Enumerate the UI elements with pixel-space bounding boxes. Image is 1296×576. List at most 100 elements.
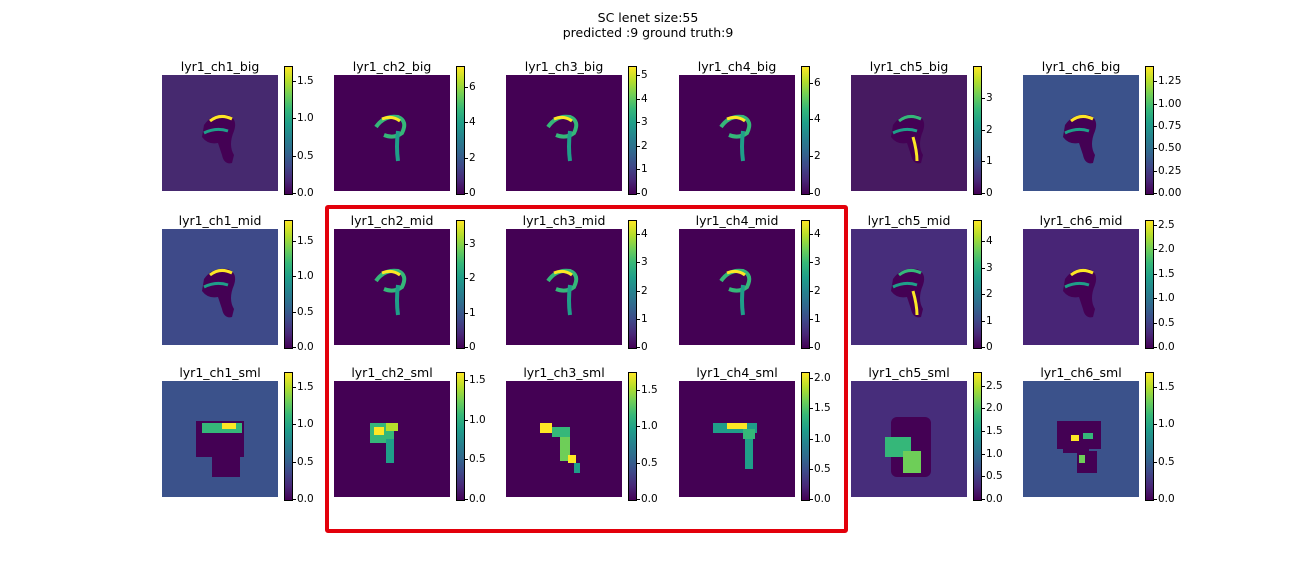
colorbar bbox=[973, 220, 982, 349]
panel-title: lyr1_ch3_big bbox=[524, 59, 604, 74]
figure-title-line2: predicted :9 ground truth:9 bbox=[562, 25, 734, 40]
heatmap-image bbox=[679, 229, 795, 345]
colorbar-tick-label: 2 bbox=[982, 123, 993, 136]
colorbar-tick-label: 2 bbox=[982, 288, 993, 301]
colorbar-tick-label: 0.00 bbox=[1153, 187, 1182, 199]
colorbar-tick-label: 2.0 bbox=[810, 372, 831, 385]
colorbar-tick-label: 0 bbox=[810, 341, 821, 353]
colorbar bbox=[284, 220, 293, 349]
heatmap-image bbox=[334, 381, 450, 497]
panel-title: lyr1_ch1_mid bbox=[178, 213, 262, 228]
colorbar bbox=[973, 372, 982, 501]
colorbar-tick-label: 2.5 bbox=[982, 379, 1003, 392]
colorbar-tick-label: 3 bbox=[637, 116, 648, 129]
colorbar-tick-label: 1.5 bbox=[293, 74, 314, 87]
colorbar-tick-label: 0 bbox=[637, 341, 648, 353]
colorbar bbox=[628, 66, 637, 195]
colorbar-tick-label: 4 bbox=[810, 228, 821, 241]
colorbar-tick-label: 0 bbox=[982, 341, 993, 353]
colorbar bbox=[1145, 220, 1154, 349]
colorbar bbox=[284, 372, 293, 501]
colorbar-tick-label: 3 bbox=[810, 256, 821, 269]
colorbar-tick-label: 0.0 bbox=[293, 187, 314, 199]
colorbar-tick-label: 1.0 bbox=[1154, 292, 1175, 305]
colorbar-tick-label: 1.5 bbox=[1154, 267, 1175, 280]
heatmap-image bbox=[162, 75, 278, 191]
heatmap-image bbox=[1023, 381, 1139, 497]
figure-title-line1: SC lenet size:55 bbox=[597, 10, 699, 25]
colorbar-tick-label: 1 bbox=[637, 312, 648, 325]
panel-title: lyr1_ch5_sml bbox=[868, 365, 950, 380]
panel-title: lyr1_ch5_big bbox=[869, 59, 949, 74]
colorbar bbox=[1145, 372, 1154, 501]
colorbar-tick-label: 0 bbox=[810, 187, 821, 199]
colorbar-tick-label: 0 bbox=[465, 187, 476, 199]
colorbar bbox=[801, 66, 810, 195]
panel-title: lyr1_ch1_big bbox=[180, 59, 260, 74]
colorbar-tick-label: 0.5 bbox=[293, 149, 314, 162]
figure-title: SC lenet size:55 predicted :9 ground tru… bbox=[0, 10, 1296, 40]
colorbar-tick-label: 0.0 bbox=[465, 493, 486, 505]
colorbar bbox=[456, 66, 465, 195]
panel-title: lyr1_ch1_sml bbox=[179, 365, 261, 380]
colorbar bbox=[801, 220, 810, 349]
colorbar-tick-label: 0.5 bbox=[982, 470, 1003, 483]
panel-title: lyr1_ch2_mid bbox=[350, 213, 434, 228]
colorbar-tick-label: 2.5 bbox=[1154, 218, 1175, 231]
colorbar-tick-label: 2 bbox=[637, 284, 648, 297]
heatmap-image bbox=[506, 229, 622, 345]
colorbar-tick-label: 4 bbox=[465, 116, 476, 129]
colorbar-tick-label: 0.5 bbox=[293, 305, 314, 318]
colorbar-tick-label: 1 bbox=[982, 155, 993, 168]
colorbar bbox=[1145, 66, 1154, 195]
heatmap-image bbox=[851, 229, 967, 345]
panel-title: lyr1_ch4_mid bbox=[695, 213, 779, 228]
colorbar-tick-label: 6 bbox=[810, 76, 821, 89]
colorbar-tick-label: 1.0 bbox=[810, 432, 831, 445]
colorbar-tick-label: 1.5 bbox=[982, 424, 1003, 437]
colorbar-tick-label: 0.0 bbox=[810, 493, 831, 505]
colorbar-tick-label: 1 bbox=[465, 306, 476, 319]
colorbar bbox=[801, 372, 810, 501]
heatmap-image bbox=[851, 381, 967, 497]
panel-title: lyr1_ch6_sml bbox=[1040, 365, 1122, 380]
heatmap-image bbox=[851, 75, 967, 191]
colorbar-tick-label: 3 bbox=[637, 256, 648, 269]
colorbar bbox=[284, 66, 293, 195]
heatmap-image bbox=[162, 229, 278, 345]
colorbar-tick-label: 1 bbox=[982, 314, 993, 327]
colorbar-tick-label: 0.25 bbox=[1153, 164, 1182, 177]
panel-title: lyr1_ch2_sml bbox=[351, 365, 433, 380]
colorbar-tick-label: 1 bbox=[810, 312, 821, 325]
colorbar-tick-label: 1 bbox=[637, 163, 648, 176]
colorbar-tick-label: 1.0 bbox=[982, 447, 1003, 460]
heatmap-image bbox=[334, 75, 450, 191]
colorbar-tick-label: 1.5 bbox=[293, 380, 314, 393]
colorbar-tick-label: 2 bbox=[810, 150, 821, 163]
colorbar-tick-label: 0 bbox=[465, 341, 476, 353]
panel-title: lyr1_ch2_big bbox=[352, 59, 432, 74]
colorbar-tick-label: 1.5 bbox=[293, 235, 314, 248]
colorbar-tick-label: 2 bbox=[810, 284, 821, 297]
heatmap-image bbox=[334, 229, 450, 345]
colorbar-tick-label: 0.5 bbox=[810, 462, 831, 475]
colorbar bbox=[628, 372, 637, 501]
colorbar bbox=[456, 220, 465, 349]
panel-title: lyr1_ch4_sml bbox=[696, 365, 778, 380]
colorbar-tick-label: 1.0 bbox=[293, 112, 314, 125]
heatmap-image bbox=[679, 381, 795, 497]
colorbar-tick-label: 2 bbox=[465, 272, 476, 285]
colorbar-tick-label: 0.0 bbox=[1154, 493, 1175, 505]
colorbar-tick-label: 4 bbox=[810, 113, 821, 126]
colorbar-tick-label: 1.0 bbox=[637, 420, 658, 433]
colorbar-tick-label: 1.00 bbox=[1153, 97, 1182, 110]
colorbar-tick-label: 2 bbox=[637, 139, 648, 152]
colorbar-tick-label: 5 bbox=[637, 69, 648, 82]
colorbar-tick-label: 0.5 bbox=[1154, 316, 1175, 329]
colorbar-tick-label: 1.25 bbox=[1153, 75, 1182, 88]
colorbar-tick-label: 1.0 bbox=[293, 418, 314, 431]
panel-title: lyr1_ch6_mid bbox=[1039, 213, 1123, 228]
colorbar-tick-label: 0.50 bbox=[1153, 142, 1182, 155]
colorbar-tick-label: 0.75 bbox=[1153, 119, 1182, 132]
